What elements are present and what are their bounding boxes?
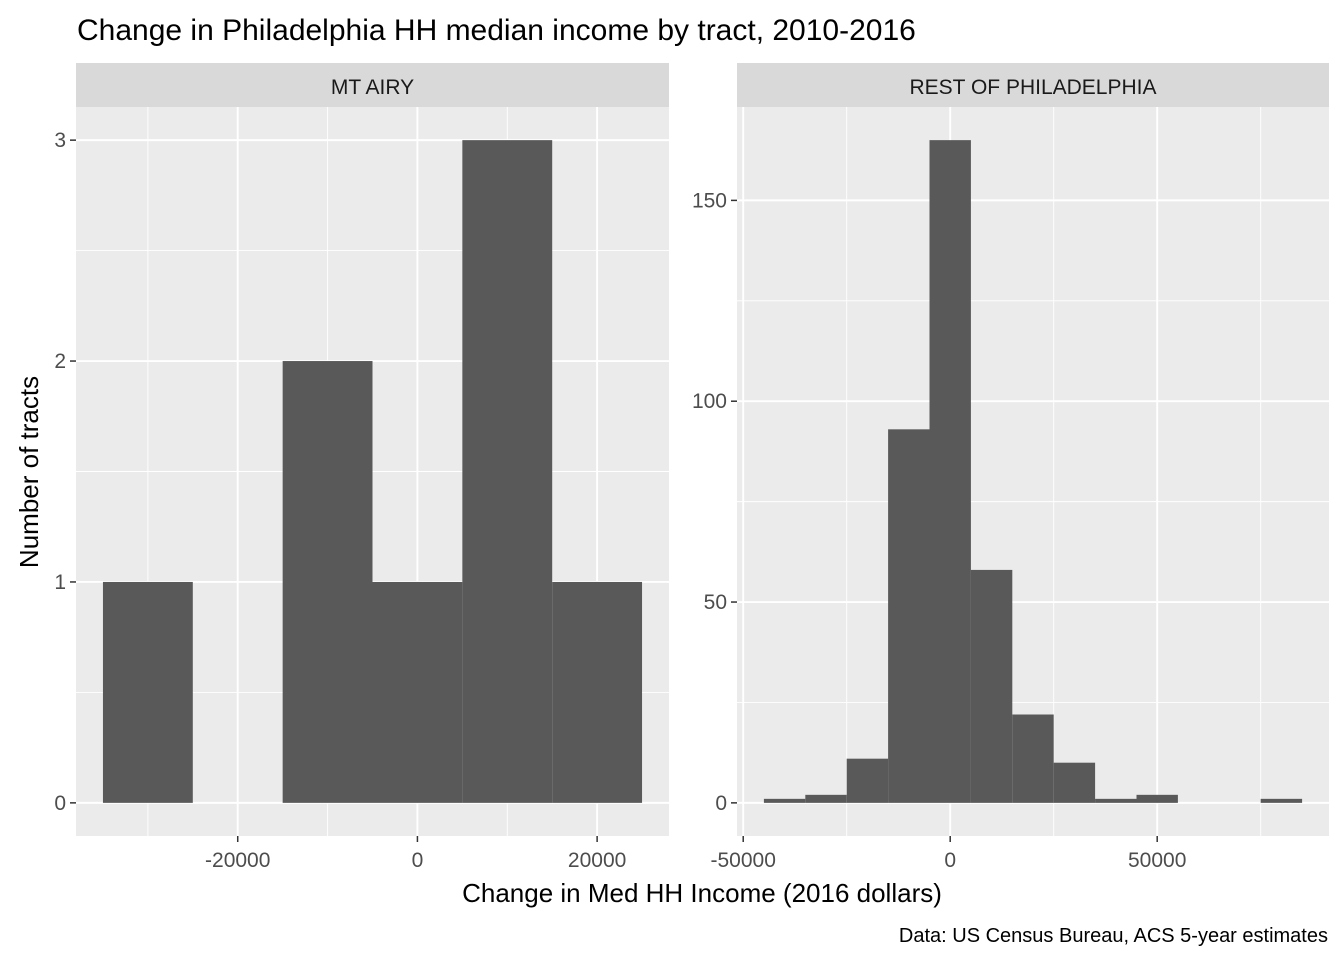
- facet-panel: MT AIRY -20000 0 20000 0 1 2 3: [54, 63, 669, 872]
- y-tick-label: 50: [704, 591, 727, 614]
- facet-strip: [737, 63, 1329, 107]
- facet-panels: MT AIRY -20000 0 20000 0 1 2 3 REST OF PHILADELP…: [54, 63, 1329, 872]
- histogram-bar: [970, 569, 1013, 803]
- y-tick-label: 1: [54, 571, 66, 594]
- x-tick-label: -50000: [711, 849, 776, 872]
- histogram-bar: [1260, 798, 1303, 803]
- histogram-bar: [372, 581, 463, 803]
- histogram-bar: [1053, 762, 1096, 803]
- x-tick-label: -20000: [205, 849, 270, 872]
- x-tick-label: 50000: [1128, 849, 1186, 872]
- x-tick-label: 0: [944, 849, 956, 872]
- histogram-bar: [888, 429, 930, 803]
- histogram-bar: [1095, 798, 1137, 803]
- histogram-bar: [102, 581, 193, 803]
- facet-strip-label: MT AIRY: [331, 76, 414, 99]
- caption: Data: US Census Bureau, ACS 5-year estim…: [899, 925, 1328, 947]
- y-tick-label: 100: [692, 390, 727, 413]
- x-axis-label: Change in Med HH Income (2016 dollars): [462, 878, 942, 908]
- y-tick-label: 0: [715, 792, 727, 815]
- y-tick-label: 2: [54, 350, 66, 373]
- histogram-bar: [763, 798, 806, 803]
- y-axis-label: Number of tracts: [14, 376, 44, 568]
- histogram-bar: [805, 794, 847, 803]
- y-tick-label: 150: [692, 189, 727, 212]
- chart-title: Change in Philadelphia HH median income …: [77, 14, 916, 47]
- y-tick-label: 0: [54, 792, 66, 815]
- y-tick-label: 3: [54, 129, 66, 152]
- x-tick-label: 20000: [568, 849, 626, 872]
- histogram-bar: [462, 140, 553, 803]
- histogram-bar: [929, 140, 971, 803]
- facet-strip: [76, 63, 669, 107]
- histogram-bar: [282, 361, 373, 803]
- histogram-bar: [1136, 794, 1178, 803]
- x-tick-label: 0: [412, 849, 424, 872]
- facet-panel: REST OF PHILADELPHIA -50000 0 50000 0 50 100 15…: [692, 63, 1329, 872]
- histogram-bar: [1012, 714, 1054, 803]
- facet-strip-label: REST OF PHILADELPHIA: [909, 76, 1156, 99]
- histogram-bar: [846, 758, 889, 803]
- histogram-bar: [552, 581, 643, 803]
